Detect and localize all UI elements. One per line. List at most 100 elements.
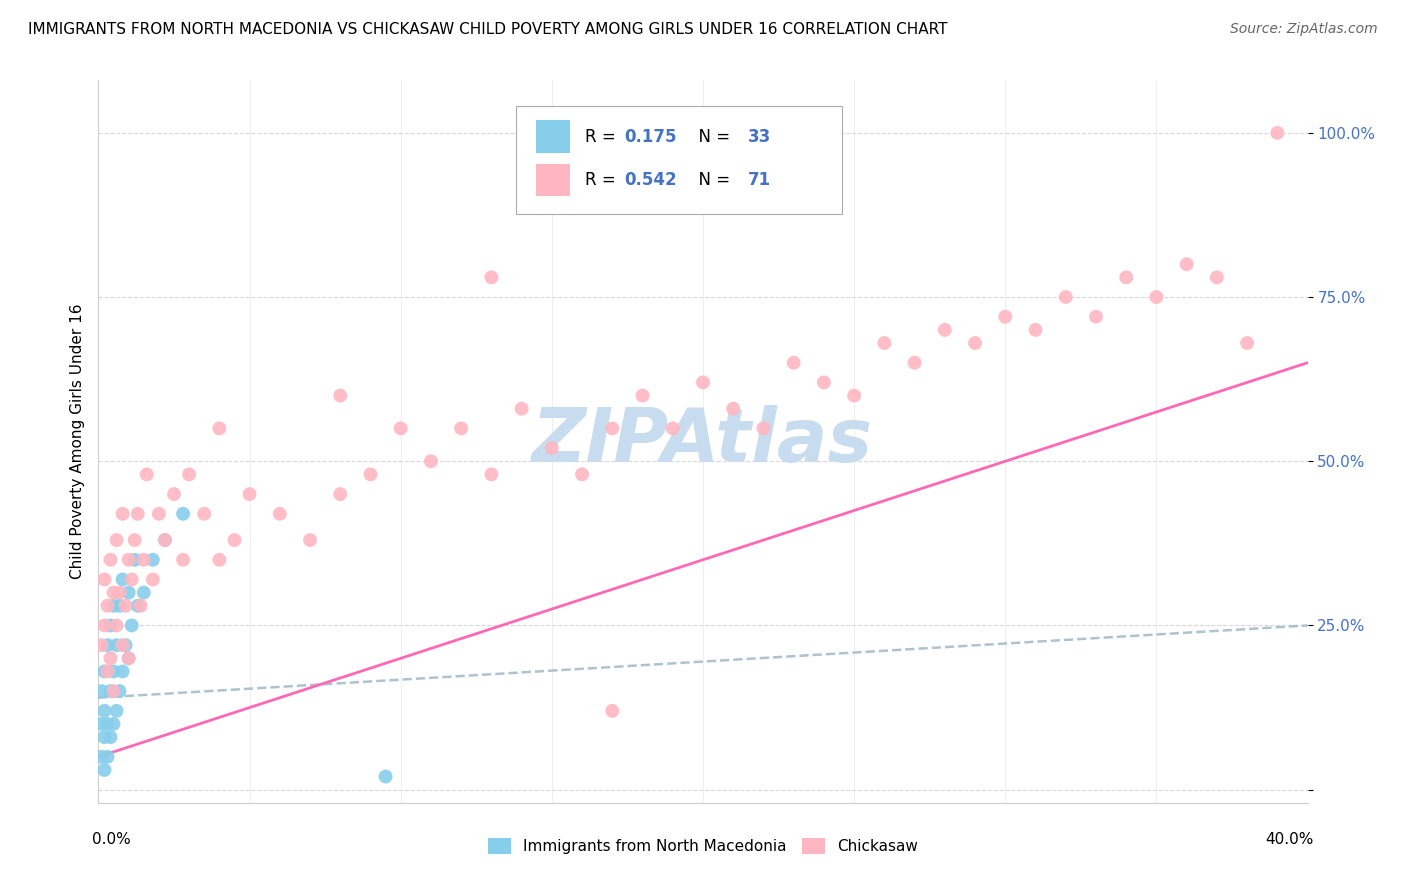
Point xyxy=(179,467,201,482)
Point xyxy=(224,533,246,547)
Point xyxy=(602,421,624,435)
Point xyxy=(111,638,134,652)
Text: 0.175: 0.175 xyxy=(624,128,676,145)
Point xyxy=(481,467,503,482)
Point xyxy=(93,704,115,718)
Point xyxy=(90,684,112,698)
Point xyxy=(374,770,396,784)
Point xyxy=(103,684,125,698)
Point xyxy=(208,421,231,435)
Point xyxy=(93,573,115,587)
Point xyxy=(723,401,745,416)
Point xyxy=(90,717,112,731)
Point xyxy=(142,553,165,567)
Point xyxy=(90,749,112,764)
Point xyxy=(329,388,352,402)
Point xyxy=(105,533,128,547)
Point xyxy=(124,553,146,567)
Point xyxy=(752,421,775,435)
Point xyxy=(135,467,157,482)
Point xyxy=(127,599,149,613)
FancyBboxPatch shape xyxy=(536,120,569,153)
Point xyxy=(100,553,122,567)
FancyBboxPatch shape xyxy=(516,105,842,214)
Point xyxy=(118,651,141,665)
Point xyxy=(329,487,352,501)
Text: N =: N = xyxy=(689,128,735,145)
Text: N =: N = xyxy=(689,171,735,189)
Point xyxy=(118,553,141,567)
Point xyxy=(172,507,194,521)
Point xyxy=(420,454,443,468)
Point xyxy=(153,533,176,547)
Point xyxy=(93,665,115,679)
Text: Source: ZipAtlas.com: Source: ZipAtlas.com xyxy=(1230,22,1378,37)
Text: 0.0%: 0.0% xyxy=(93,831,131,847)
Point xyxy=(111,507,134,521)
Point xyxy=(105,638,128,652)
Point xyxy=(105,618,128,632)
Point xyxy=(96,599,118,613)
Point xyxy=(129,599,152,613)
Point xyxy=(1024,323,1046,337)
Point xyxy=(481,270,503,285)
Text: 71: 71 xyxy=(748,171,770,189)
Text: R =: R = xyxy=(585,171,620,189)
Point xyxy=(121,618,143,632)
Point xyxy=(360,467,382,482)
Point xyxy=(108,585,131,599)
Point xyxy=(661,421,683,435)
Point xyxy=(540,441,562,455)
Point xyxy=(121,573,143,587)
Point xyxy=(90,638,112,652)
Point xyxy=(965,336,987,351)
Point xyxy=(103,717,125,731)
Point xyxy=(96,749,118,764)
Point xyxy=(934,323,956,337)
Point xyxy=(239,487,262,501)
Text: 40.0%: 40.0% xyxy=(1265,831,1313,847)
Point xyxy=(103,599,125,613)
Point xyxy=(299,533,322,547)
FancyBboxPatch shape xyxy=(536,164,569,196)
Point xyxy=(148,507,170,521)
Point xyxy=(108,599,131,613)
Point xyxy=(994,310,1017,324)
Point xyxy=(389,421,412,435)
Point xyxy=(93,730,115,744)
Point xyxy=(132,585,155,599)
Point xyxy=(93,763,115,777)
Point xyxy=(1054,290,1077,304)
Point xyxy=(844,388,866,402)
Point xyxy=(153,533,176,547)
Point xyxy=(103,665,125,679)
Text: ZIPAtlas: ZIPAtlas xyxy=(533,405,873,478)
Point xyxy=(1236,336,1258,351)
Point xyxy=(813,376,835,390)
Legend: Immigrants from North Macedonia, Chickasaw: Immigrants from North Macedonia, Chickas… xyxy=(482,832,924,860)
Point xyxy=(163,487,186,501)
Point xyxy=(269,507,291,521)
Text: R =: R = xyxy=(585,128,620,145)
Point xyxy=(692,376,714,390)
Point xyxy=(172,553,194,567)
Point xyxy=(96,717,118,731)
Point xyxy=(1085,310,1108,324)
Point xyxy=(111,573,134,587)
Text: 0.542: 0.542 xyxy=(624,171,678,189)
Point xyxy=(873,336,896,351)
Point xyxy=(602,704,624,718)
Point xyxy=(118,651,141,665)
Point xyxy=(96,638,118,652)
Point xyxy=(1115,270,1137,285)
Point xyxy=(118,585,141,599)
Point xyxy=(631,388,654,402)
Point xyxy=(100,684,122,698)
Point xyxy=(114,599,136,613)
Point xyxy=(100,730,122,744)
Point xyxy=(1206,270,1229,285)
Point xyxy=(193,507,215,521)
Point xyxy=(127,507,149,521)
Point xyxy=(100,618,122,632)
Point xyxy=(100,651,122,665)
